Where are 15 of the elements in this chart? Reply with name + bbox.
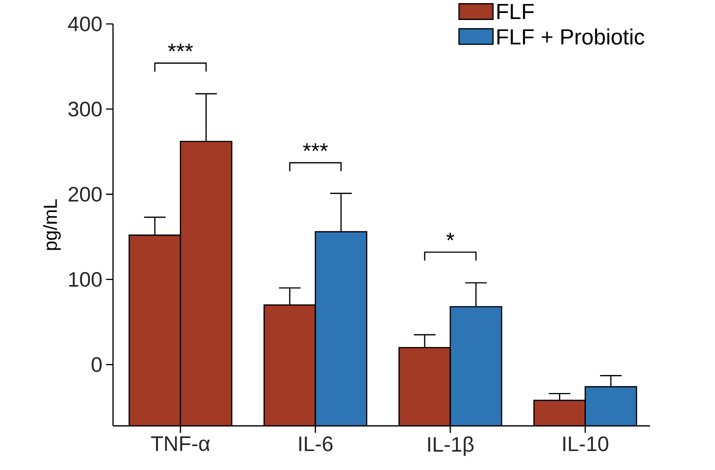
y-axis-title: pg/mL xyxy=(43,199,61,250)
x-tick-label: IL-10 xyxy=(563,436,608,452)
x-tick-label: TNF-α xyxy=(151,436,210,452)
annotation: * xyxy=(446,232,454,240)
legend-label: FLF + Probiotic xyxy=(497,28,644,45)
annotation: *** xyxy=(302,143,328,152)
legend-label: FLF xyxy=(497,4,534,20)
y-tick-label: 400 xyxy=(68,16,102,32)
y-tick-label: 300 xyxy=(68,102,102,117)
y-tick-label: 100 xyxy=(69,272,102,287)
x-tick-label: IL-1β xyxy=(428,436,474,456)
y-tick-label: 0 xyxy=(92,357,102,372)
annotation: *** xyxy=(168,44,193,52)
x-tick-label: IL-6 xyxy=(299,436,332,452)
y-tick-label: 200 xyxy=(68,186,102,202)
